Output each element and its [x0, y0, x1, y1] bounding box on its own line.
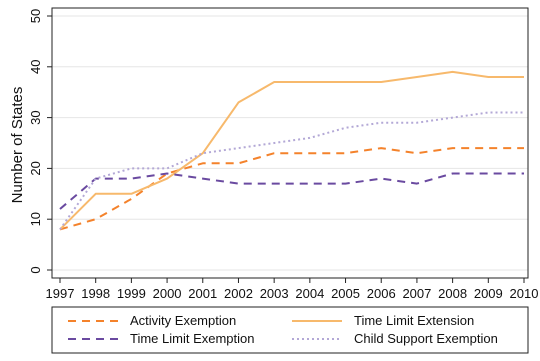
y-tick-label: 20 — [28, 161, 43, 175]
series-line-time-limit-extension — [59, 70, 524, 231]
x-tick-label: 2005 — [331, 286, 360, 301]
legend-label: Time Limit Exemption — [130, 331, 255, 346]
series-line-child-support-exemption — [59, 111, 524, 230]
y-tick-label: 10 — [28, 212, 43, 226]
x-tick-label: 2000 — [153, 286, 182, 301]
x-tick-label: 2006 — [367, 286, 396, 301]
legend-box — [51, 306, 529, 354]
series-lines — [59, 70, 524, 231]
x-tick-label: 2001 — [188, 286, 217, 301]
x-tick-label: 2002 — [224, 286, 253, 301]
legend-label: Child Support Exemption — [354, 331, 498, 346]
series-line-time-limit-exemption — [59, 172, 524, 210]
plot-frame — [51, 7, 529, 279]
legend-label: Time Limit Extension — [354, 313, 474, 328]
x-tick-label: 1998 — [81, 286, 110, 301]
y-tick-label: 40 — [28, 60, 43, 74]
axes: 0 10 20 30 40 50 1997 1998 1999 2000 2001 2002 2003 2… — [28, 7, 539, 301]
series-line-activity-exemption — [59, 147, 524, 231]
legend: Activity Exemption Time Limit Extension Ti… — [51, 306, 529, 354]
y-tick-label: 50 — [28, 9, 43, 23]
x-tick-label: 1997 — [46, 286, 75, 301]
x-tick-label: 1999 — [117, 286, 146, 301]
x-tick-label: 2003 — [260, 286, 289, 301]
x-tick-label: 2009 — [474, 286, 503, 301]
x-tick-label: 2010 — [510, 286, 539, 301]
x-tick-label: 2008 — [438, 286, 467, 301]
y-tick-label: 30 — [28, 110, 43, 124]
x-tick-label: 2007 — [402, 286, 431, 301]
x-tick-label: 2004 — [295, 286, 324, 301]
y-tick-label: 0 — [28, 266, 43, 273]
legend-label: Activity Exemption — [130, 313, 236, 328]
y-axis-label: Number of States — [9, 87, 26, 204]
gridlines — [52, 15, 528, 271]
